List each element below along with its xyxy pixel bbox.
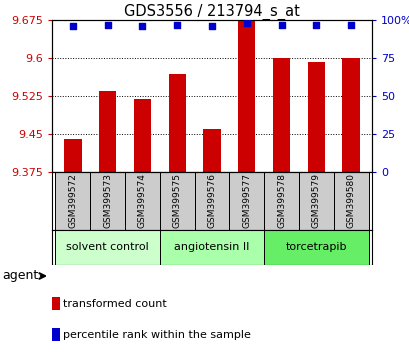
- Bar: [263, 230, 368, 265]
- Text: GSM399575: GSM399575: [172, 173, 181, 228]
- Text: GSM399574: GSM399574: [137, 173, 146, 228]
- Bar: [64, 139, 81, 172]
- Point: [173, 22, 180, 27]
- Bar: [133, 98, 151, 172]
- Bar: [238, 20, 255, 172]
- Bar: [125, 172, 160, 230]
- Text: transformed count: transformed count: [63, 299, 166, 309]
- Text: agent: agent: [2, 269, 38, 282]
- Bar: [203, 129, 220, 172]
- Bar: [52, 329, 60, 341]
- Bar: [55, 230, 160, 265]
- Text: GSM399577: GSM399577: [242, 173, 251, 228]
- Point: [70, 23, 76, 29]
- Text: GSM399576: GSM399576: [207, 173, 216, 228]
- Bar: [52, 297, 60, 310]
- Bar: [342, 58, 359, 172]
- Bar: [298, 172, 333, 230]
- Point: [243, 20, 249, 26]
- Bar: [168, 74, 185, 172]
- Bar: [90, 172, 125, 230]
- Bar: [99, 91, 116, 172]
- Text: GSM399579: GSM399579: [311, 173, 320, 228]
- Text: GSM399573: GSM399573: [103, 173, 112, 228]
- Text: solvent control: solvent control: [66, 242, 148, 252]
- Title: GDS3556 / 213794_s_at: GDS3556 / 213794_s_at: [124, 4, 299, 20]
- Bar: [333, 172, 368, 230]
- Point: [278, 22, 284, 27]
- Text: angiotensin II: angiotensin II: [174, 242, 249, 252]
- Bar: [272, 58, 290, 172]
- Point: [347, 22, 353, 27]
- Bar: [307, 62, 324, 172]
- Point: [312, 22, 319, 27]
- Bar: [194, 172, 229, 230]
- Text: GSM399580: GSM399580: [346, 173, 355, 228]
- Bar: [160, 230, 263, 265]
- Bar: [55, 172, 90, 230]
- Text: percentile rank within the sample: percentile rank within the sample: [63, 330, 250, 340]
- Point: [208, 23, 215, 29]
- Text: torcetrapib: torcetrapib: [285, 242, 346, 252]
- Bar: [229, 172, 263, 230]
- Text: GSM399572: GSM399572: [68, 173, 77, 228]
- Point: [104, 22, 111, 27]
- Point: [139, 23, 145, 29]
- Text: GSM399578: GSM399578: [276, 173, 285, 228]
- Bar: [263, 172, 298, 230]
- Bar: [160, 172, 194, 230]
